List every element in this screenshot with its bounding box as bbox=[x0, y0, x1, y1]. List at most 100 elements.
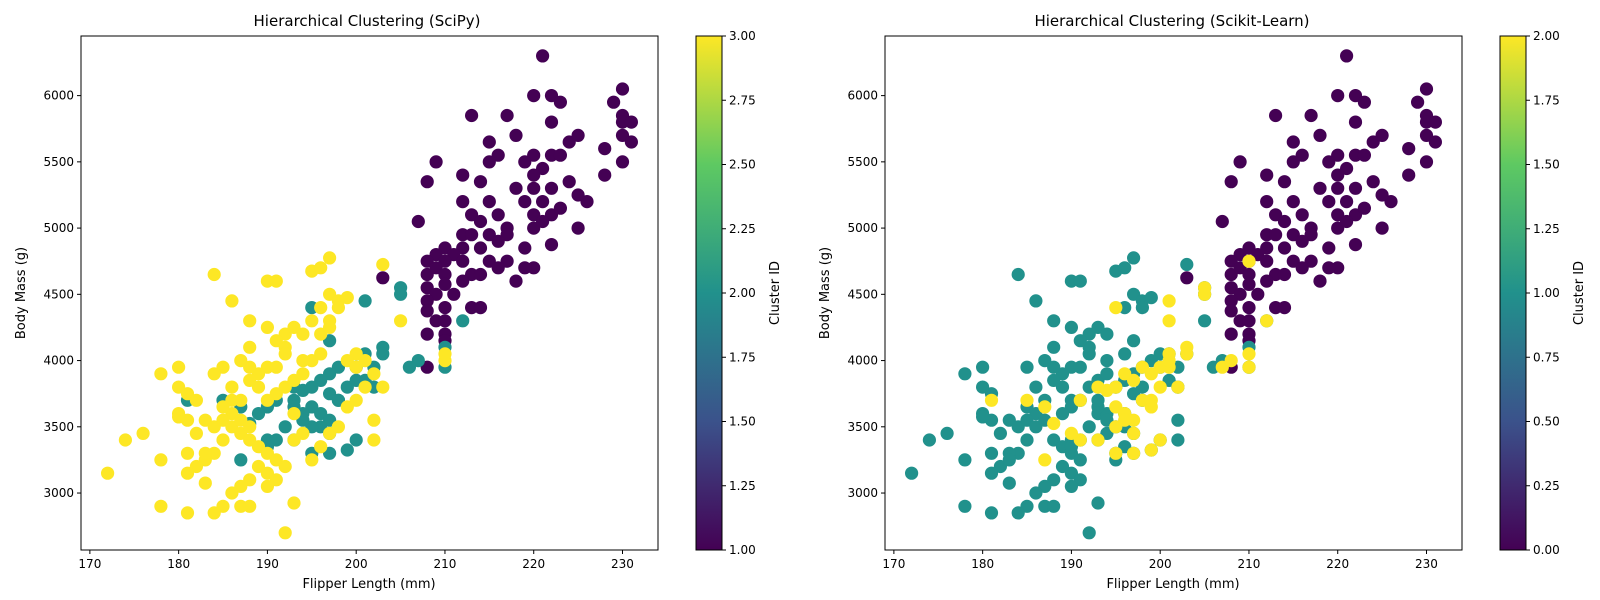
data-point bbox=[1242, 277, 1256, 291]
data-point bbox=[402, 360, 416, 374]
plot-frame bbox=[80, 35, 659, 551]
data-point bbox=[1242, 360, 1256, 374]
data-point bbox=[1002, 476, 1016, 490]
data-point bbox=[1269, 108, 1283, 123]
data-point bbox=[1118, 367, 1132, 381]
colorbar-label: Cluster ID bbox=[768, 261, 783, 325]
data-point bbox=[571, 188, 585, 202]
y-axis-label: Body Mass (g) bbox=[818, 247, 833, 339]
data-point bbox=[1038, 453, 1052, 467]
data-point bbox=[1286, 155, 1300, 169]
data-point bbox=[1277, 301, 1292, 315]
data-point bbox=[1331, 181, 1345, 195]
data-point bbox=[420, 327, 434, 341]
data-point bbox=[243, 499, 257, 513]
data-point bbox=[1100, 327, 1114, 341]
data-point bbox=[314, 301, 328, 315]
data-point bbox=[429, 155, 443, 169]
data-point bbox=[1242, 347, 1256, 361]
data-point bbox=[1091, 433, 1105, 447]
data-point bbox=[1215, 214, 1229, 229]
data-point bbox=[1304, 108, 1318, 123]
y-tick-label: 6000 bbox=[43, 89, 74, 103]
data-point bbox=[940, 426, 954, 440]
data-point bbox=[1100, 367, 1114, 381]
colorbar-tick-label: 1.75 bbox=[1533, 93, 1560, 107]
data-point bbox=[1002, 453, 1016, 467]
data-point bbox=[1402, 168, 1416, 182]
data-point bbox=[154, 453, 168, 467]
data-point bbox=[509, 128, 523, 142]
data-point bbox=[251, 459, 266, 474]
x-axis-label: Flipper Length (mm) bbox=[1106, 577, 1239, 592]
data-point bbox=[1011, 267, 1025, 282]
x-tick-label: 210 bbox=[1238, 557, 1261, 571]
data-point bbox=[527, 181, 541, 195]
data-point bbox=[1411, 95, 1425, 109]
data-point bbox=[180, 446, 195, 460]
data-point bbox=[1109, 301, 1123, 315]
data-point bbox=[296, 426, 310, 440]
data-point bbox=[1064, 426, 1078, 440]
data-point bbox=[976, 410, 990, 424]
data-point bbox=[1038, 400, 1052, 414]
data-point bbox=[101, 466, 115, 480]
data-point bbox=[456, 274, 470, 288]
data-point bbox=[491, 234, 505, 248]
data-point bbox=[1091, 496, 1105, 510]
y-axis-ticks: 3000 3500 4000 4500 5000 5500 6000 bbox=[847, 89, 885, 500]
data-point bbox=[1073, 334, 1087, 348]
data-point bbox=[1313, 274, 1327, 288]
data-point bbox=[1260, 254, 1274, 268]
data-point bbox=[243, 373, 257, 387]
y-tick-label: 5000 bbox=[43, 221, 74, 235]
colorbar-tick-label: 0.25 bbox=[1533, 479, 1560, 493]
data-point bbox=[287, 496, 301, 510]
y-tick-label: 3500 bbox=[43, 420, 74, 434]
data-point bbox=[1144, 393, 1158, 407]
data-point bbox=[1047, 340, 1061, 354]
data-point bbox=[1118, 413, 1132, 427]
x-tick-label: 220 bbox=[1326, 557, 1349, 571]
data-point bbox=[216, 400, 230, 414]
data-point bbox=[349, 433, 363, 447]
data-point bbox=[1171, 380, 1185, 394]
data-point bbox=[544, 115, 559, 129]
data-point bbox=[1171, 413, 1185, 427]
data-point bbox=[1419, 155, 1434, 169]
data-point bbox=[269, 274, 283, 288]
data-point bbox=[278, 526, 292, 540]
data-point bbox=[154, 367, 168, 381]
data-point bbox=[314, 440, 328, 454]
data-point bbox=[260, 320, 274, 334]
x-axis-ticks: 170 180 190 200 210 220 230 bbox=[882, 550, 1438, 571]
data-point bbox=[1348, 238, 1363, 252]
data-point bbox=[1224, 304, 1238, 318]
data-point bbox=[189, 426, 203, 440]
y-axis-label: Body Mass (g) bbox=[14, 247, 29, 339]
data-point bbox=[358, 380, 372, 394]
data-point bbox=[1180, 347, 1194, 361]
y-tick-label: 3500 bbox=[847, 420, 878, 434]
data-point bbox=[624, 135, 639, 149]
data-point bbox=[447, 287, 461, 301]
data-point bbox=[269, 334, 283, 348]
y-tick-label: 5500 bbox=[847, 155, 878, 169]
data-point bbox=[1047, 314, 1061, 328]
colorbar-tick-label: 0.75 bbox=[1533, 350, 1560, 364]
data-point bbox=[958, 499, 972, 513]
y-tick-label: 5500 bbox=[43, 155, 74, 169]
data-point bbox=[1020, 360, 1034, 374]
colorbar-label: Cluster ID bbox=[1572, 261, 1587, 325]
data-point bbox=[1286, 135, 1300, 149]
data-point bbox=[456, 168, 470, 182]
data-point bbox=[1331, 168, 1345, 182]
data-point bbox=[1038, 354, 1052, 368]
data-point bbox=[1366, 175, 1380, 189]
data-point bbox=[376, 257, 390, 272]
colorbar-tick-label: 0.50 bbox=[1533, 415, 1560, 429]
data-point bbox=[536, 195, 550, 209]
data-point bbox=[1100, 383, 1114, 397]
data-point bbox=[1277, 175, 1292, 189]
data-point bbox=[207, 367, 221, 381]
